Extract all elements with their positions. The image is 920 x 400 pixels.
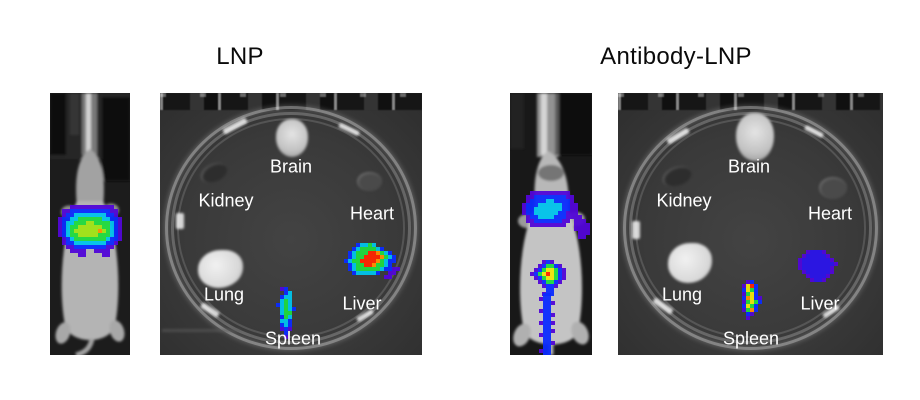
mouse-body-illustration	[50, 93, 130, 355]
organ-dish-photo-antibody-lnp: Brain Kidney Heart Lung Liver Spleen	[618, 93, 883, 355]
heart-organ	[357, 172, 382, 191]
fluorescence-signal-mouse-abdomen-ab	[522, 191, 590, 243]
organ-label-brain: Brain	[727, 156, 771, 177]
rim-highlight	[222, 117, 248, 135]
rim-highlight	[803, 124, 825, 139]
heart-organ	[819, 177, 847, 199]
mouse-photo-antibody-lnp	[510, 93, 592, 355]
dish-clamp-hardware	[618, 93, 883, 110]
lung-organ	[668, 243, 712, 283]
fluorescence-signal-mouse-bladder-ab	[530, 260, 570, 296]
organ-label-kidney: Kidney	[656, 190, 712, 211]
organ-label-lung: Lung	[661, 284, 703, 305]
kidney-organ	[197, 158, 231, 188]
organ-label-lung: Lung	[203, 284, 245, 305]
rim-highlight	[337, 122, 361, 137]
fluorescence-signal-spleen-ab	[738, 280, 762, 324]
organ-label-heart: Heart	[349, 203, 395, 224]
rim-highlight	[176, 213, 184, 229]
brain-organ	[736, 113, 774, 161]
mouse-photo-lnp	[50, 93, 130, 355]
fluorescence-signal-liver-ab	[798, 250, 838, 282]
organ-label-spleen: Spleen	[722, 328, 780, 349]
fluorescence-signal-mouse-liver-lnp	[58, 205, 130, 257]
organ-label-spleen: Spleen	[264, 328, 322, 349]
group-title-antibody-lnp: Antibody-LNP	[600, 43, 752, 70]
dish-clamp-hardware	[160, 93, 422, 110]
group-title-lnp: LNP	[216, 43, 264, 70]
brain-organ	[276, 119, 308, 157]
fluorescence-signal-liver-lnp	[344, 243, 400, 279]
organ-label-heart: Heart	[807, 203, 853, 224]
lung-organ	[198, 250, 243, 288]
organ-label-kidney: Kidney	[198, 190, 254, 211]
organ-label-liver: Liver	[800, 293, 840, 314]
dish-floor-reflection	[162, 329, 240, 332]
fluorescence-signal-mouse-tail-ab	[539, 293, 555, 355]
rim-highlight	[632, 221, 640, 239]
fluorescence-signal-spleen-lnp	[276, 287, 296, 343]
organ-label-liver: Liver	[342, 293, 382, 314]
kidney-organ	[659, 162, 695, 191]
organ-dish-photo-lnp: Brain Kidney Heart Lung Liver Spleen	[160, 93, 422, 355]
organ-label-brain: Brain	[269, 156, 313, 177]
rim-highlight	[666, 127, 690, 145]
